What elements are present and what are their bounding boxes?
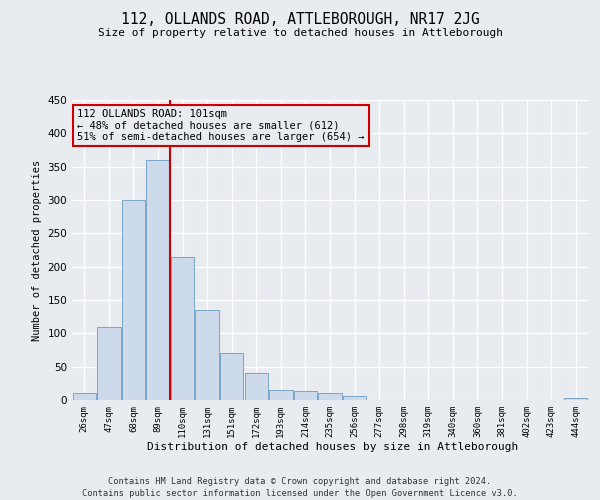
Y-axis label: Number of detached properties: Number of detached properties bbox=[32, 160, 42, 340]
Text: Contains HM Land Registry data © Crown copyright and database right 2024.: Contains HM Land Registry data © Crown c… bbox=[109, 478, 491, 486]
Text: Distribution of detached houses by size in Attleborough: Distribution of detached houses by size … bbox=[148, 442, 518, 452]
Bar bbox=[343, 396, 366, 400]
Bar bbox=[245, 374, 268, 400]
Bar bbox=[196, 310, 219, 400]
Bar bbox=[73, 394, 96, 400]
Bar bbox=[220, 354, 244, 400]
Bar bbox=[171, 256, 194, 400]
Bar bbox=[319, 394, 341, 400]
Bar bbox=[146, 160, 170, 400]
Bar bbox=[122, 200, 145, 400]
Text: 112, OLLANDS ROAD, ATTLEBOROUGH, NR17 2JG: 112, OLLANDS ROAD, ATTLEBOROUGH, NR17 2J… bbox=[121, 12, 479, 28]
Text: Size of property relative to detached houses in Attleborough: Size of property relative to detached ho… bbox=[97, 28, 503, 38]
Text: Contains public sector information licensed under the Open Government Licence v3: Contains public sector information licen… bbox=[82, 489, 518, 498]
Bar bbox=[564, 398, 587, 400]
Bar bbox=[269, 390, 293, 400]
Bar bbox=[294, 392, 317, 400]
Bar bbox=[97, 326, 121, 400]
Text: 112 OLLANDS ROAD: 101sqm
← 48% of detached houses are smaller (612)
51% of semi-: 112 OLLANDS ROAD: 101sqm ← 48% of detach… bbox=[77, 109, 365, 142]
